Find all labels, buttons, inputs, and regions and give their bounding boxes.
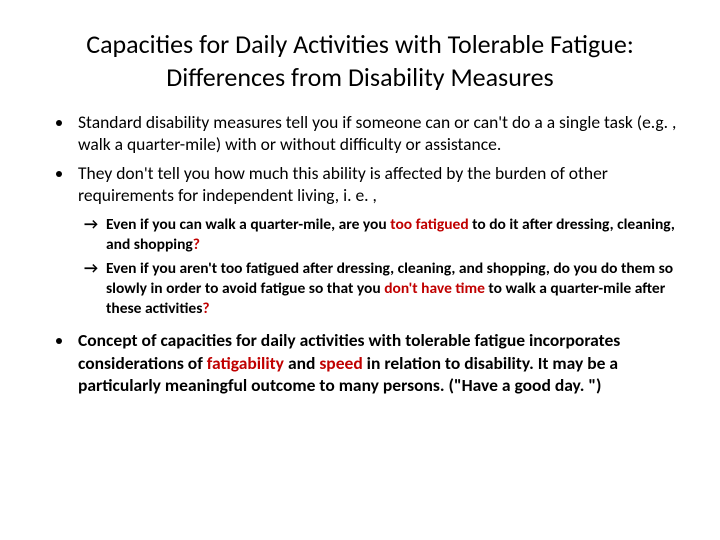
bullet-list: Standard disability measures tell you if… xyxy=(40,111,680,207)
arrow-icon: → xyxy=(84,259,106,319)
bullet-2: They don't tell you how much this abilit… xyxy=(74,162,680,207)
b3-word2: speed xyxy=(319,352,362,374)
sub1-qmark: ? xyxy=(193,235,200,254)
sub2-qmark: ? xyxy=(202,299,209,318)
arrow-icon: → xyxy=(84,215,106,255)
sub-bullet-2: → Even if you aren't too fatigued after … xyxy=(84,259,680,319)
bullet-3: Concept of capacities for daily activiti… xyxy=(74,329,680,396)
bullet-3-text: Concept of capacities for daily activiti… xyxy=(78,329,620,396)
sub1-accent: too fatigued xyxy=(390,215,468,234)
slide: Capacities for Daily Activities with Tol… xyxy=(0,0,720,540)
bullet-1: Standard disability measures tell you if… xyxy=(74,111,680,156)
sub-bullet-list: → Even if you can walk a quarter-mile, a… xyxy=(84,215,680,320)
bullet-list-2: Concept of capacities for daily activiti… xyxy=(40,329,680,396)
sub-bullet-1-text: Even if you can walk a quarter-mile, are… xyxy=(106,215,680,255)
sub2-accent: don't have time xyxy=(384,279,485,298)
bullet-1-text: Standard disability measures tell you if… xyxy=(78,111,676,155)
title-line-2: Differences from Disability Measures xyxy=(166,61,553,93)
slide-title: Capacities for Daily Activities with Tol… xyxy=(40,28,680,93)
title-line-1: Capacities for Daily Activities with Tol… xyxy=(86,28,634,60)
b3-word1: fatigability xyxy=(207,352,284,374)
b3-mid: and xyxy=(284,352,319,374)
sub1-seg-a: Even if you can walk a quarter-mile, are… xyxy=(106,215,390,234)
sub-bullet-1: → Even if you can walk a quarter-mile, a… xyxy=(84,215,680,255)
sub-bullet-2-text: Even if you aren't too fatigued after dr… xyxy=(106,259,680,319)
bullet-2-text: They don't tell you how much this abilit… xyxy=(78,162,608,206)
